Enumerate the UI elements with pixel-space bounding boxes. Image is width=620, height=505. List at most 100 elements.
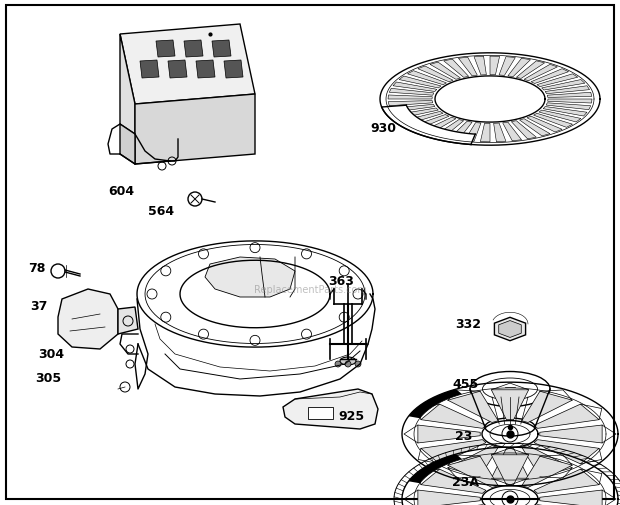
Polygon shape xyxy=(212,41,231,58)
Polygon shape xyxy=(546,104,591,111)
Bar xyxy=(308,407,333,419)
Polygon shape xyxy=(409,454,462,483)
Polygon shape xyxy=(448,457,498,487)
Polygon shape xyxy=(547,93,592,98)
Polygon shape xyxy=(205,258,295,297)
Polygon shape xyxy=(531,70,569,84)
Text: 564: 564 xyxy=(148,205,174,218)
Polygon shape xyxy=(534,469,599,493)
Polygon shape xyxy=(448,445,498,477)
Polygon shape xyxy=(539,111,581,123)
Polygon shape xyxy=(491,390,529,420)
Circle shape xyxy=(355,361,361,367)
Polygon shape xyxy=(402,112,443,125)
Polygon shape xyxy=(120,25,255,105)
Polygon shape xyxy=(458,58,477,77)
Polygon shape xyxy=(418,490,481,505)
Polygon shape xyxy=(412,115,449,130)
Polygon shape xyxy=(120,125,135,165)
Polygon shape xyxy=(283,389,378,429)
Polygon shape xyxy=(540,425,602,443)
Polygon shape xyxy=(389,89,434,96)
Polygon shape xyxy=(494,318,526,341)
Polygon shape xyxy=(140,61,159,79)
Polygon shape xyxy=(421,405,486,429)
Polygon shape xyxy=(522,457,572,487)
Polygon shape xyxy=(524,65,557,82)
Circle shape xyxy=(126,360,134,368)
Polygon shape xyxy=(543,108,587,117)
Circle shape xyxy=(335,361,341,367)
Polygon shape xyxy=(522,445,572,477)
Text: 304: 304 xyxy=(38,347,64,360)
Polygon shape xyxy=(135,95,255,165)
Polygon shape xyxy=(168,61,187,79)
Polygon shape xyxy=(423,118,456,134)
Polygon shape xyxy=(499,58,515,76)
Text: 363: 363 xyxy=(328,274,354,287)
Polygon shape xyxy=(527,117,562,133)
Polygon shape xyxy=(435,120,464,138)
Polygon shape xyxy=(120,35,135,135)
Polygon shape xyxy=(540,490,602,505)
Polygon shape xyxy=(409,389,462,419)
Text: 930: 930 xyxy=(370,122,396,135)
Text: 305: 305 xyxy=(35,371,61,384)
Polygon shape xyxy=(430,63,461,80)
Polygon shape xyxy=(393,83,436,92)
Text: 23: 23 xyxy=(455,429,472,442)
Text: 78: 78 xyxy=(28,262,45,274)
Polygon shape xyxy=(534,405,599,429)
Polygon shape xyxy=(58,289,118,349)
Polygon shape xyxy=(537,75,578,87)
Polygon shape xyxy=(196,61,215,79)
Polygon shape xyxy=(498,321,521,338)
Circle shape xyxy=(345,361,351,367)
Polygon shape xyxy=(450,122,472,140)
Polygon shape xyxy=(464,123,481,142)
Polygon shape xyxy=(520,120,550,137)
Text: 455: 455 xyxy=(452,377,478,390)
Polygon shape xyxy=(480,124,490,142)
Polygon shape xyxy=(382,106,476,145)
Polygon shape xyxy=(421,440,486,464)
Polygon shape xyxy=(545,86,590,94)
Polygon shape xyxy=(388,96,432,100)
Polygon shape xyxy=(516,62,544,79)
Polygon shape xyxy=(388,102,433,107)
Polygon shape xyxy=(444,60,469,78)
Polygon shape xyxy=(395,109,438,119)
Polygon shape xyxy=(491,455,529,485)
Text: ReplacementParts.com: ReplacementParts.com xyxy=(254,284,366,294)
Polygon shape xyxy=(156,41,175,58)
Polygon shape xyxy=(547,100,592,104)
Polygon shape xyxy=(418,425,481,443)
Polygon shape xyxy=(490,57,500,76)
Text: 37: 37 xyxy=(30,299,47,313)
Polygon shape xyxy=(491,448,529,478)
Polygon shape xyxy=(508,59,531,77)
Text: 23A: 23A xyxy=(452,475,479,488)
Polygon shape xyxy=(533,114,572,128)
Text: 925: 925 xyxy=(338,409,364,422)
Text: 604: 604 xyxy=(108,185,134,197)
Polygon shape xyxy=(542,80,585,91)
Polygon shape xyxy=(418,67,453,83)
Polygon shape xyxy=(503,123,521,141)
Polygon shape xyxy=(407,72,446,85)
Polygon shape xyxy=(184,41,203,58)
Polygon shape xyxy=(224,61,243,79)
Ellipse shape xyxy=(340,358,356,365)
Polygon shape xyxy=(399,77,441,89)
Polygon shape xyxy=(494,124,506,142)
Polygon shape xyxy=(474,57,486,76)
Polygon shape xyxy=(534,440,599,464)
Circle shape xyxy=(126,345,134,353)
Polygon shape xyxy=(118,308,138,334)
Polygon shape xyxy=(448,391,498,423)
Text: 332: 332 xyxy=(455,317,481,330)
Polygon shape xyxy=(421,469,486,493)
Polygon shape xyxy=(522,391,572,423)
Polygon shape xyxy=(512,122,536,139)
Polygon shape xyxy=(391,105,435,113)
